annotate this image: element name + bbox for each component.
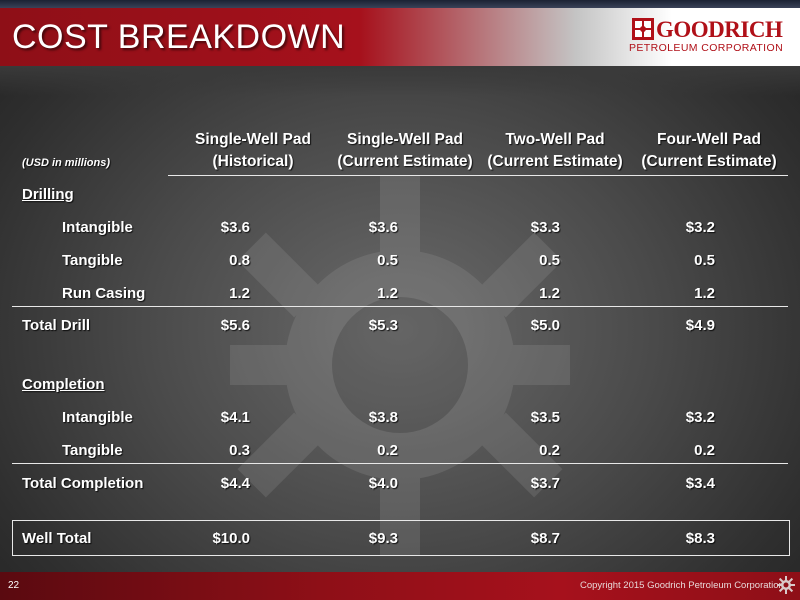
column-header-four-well: Four-Well Pad (Current Estimate): [641, 131, 777, 170]
logo-subtitle: PETROLEUM CORPORATION: [629, 42, 784, 54]
top-strip: [0, 0, 800, 8]
completion-section-heading: Completion: [22, 376, 105, 393]
well-total-box: [12, 520, 790, 556]
slide-footer: [0, 572, 800, 600]
slide-title: COST BREAKDOWN: [12, 18, 346, 56]
header-shadow: [0, 66, 800, 96]
units-label: (USD in millions): [22, 157, 110, 169]
gear-watermark-icon: [230, 175, 570, 555]
column-header-two-well: Two-Well Pad (Current Estimate): [487, 131, 623, 170]
column-header-single-current: Single-Well Pad (Current Estimate): [337, 131, 473, 170]
completion-total-divider: [12, 463, 788, 464]
logo-name: GOODRICH: [656, 17, 783, 42]
company-logo: GOODRICH PETROLEUM CORPORATION: [628, 17, 794, 58]
header-divider: [168, 175, 788, 176]
drilling-section-heading: Drilling: [22, 186, 74, 203]
copyright-text: Copyright 2015 Goodrich Petroleum Corpor…: [580, 580, 784, 591]
page-number: 22: [8, 580, 20, 591]
footer-gear-icon: [777, 576, 795, 594]
drilling-total-divider: [12, 306, 788, 307]
goodrich-gear-icon: [632, 18, 654, 40]
slide-header: [0, 8, 800, 66]
column-header-historical: Single-Well Pad (Historical): [195, 131, 311, 170]
